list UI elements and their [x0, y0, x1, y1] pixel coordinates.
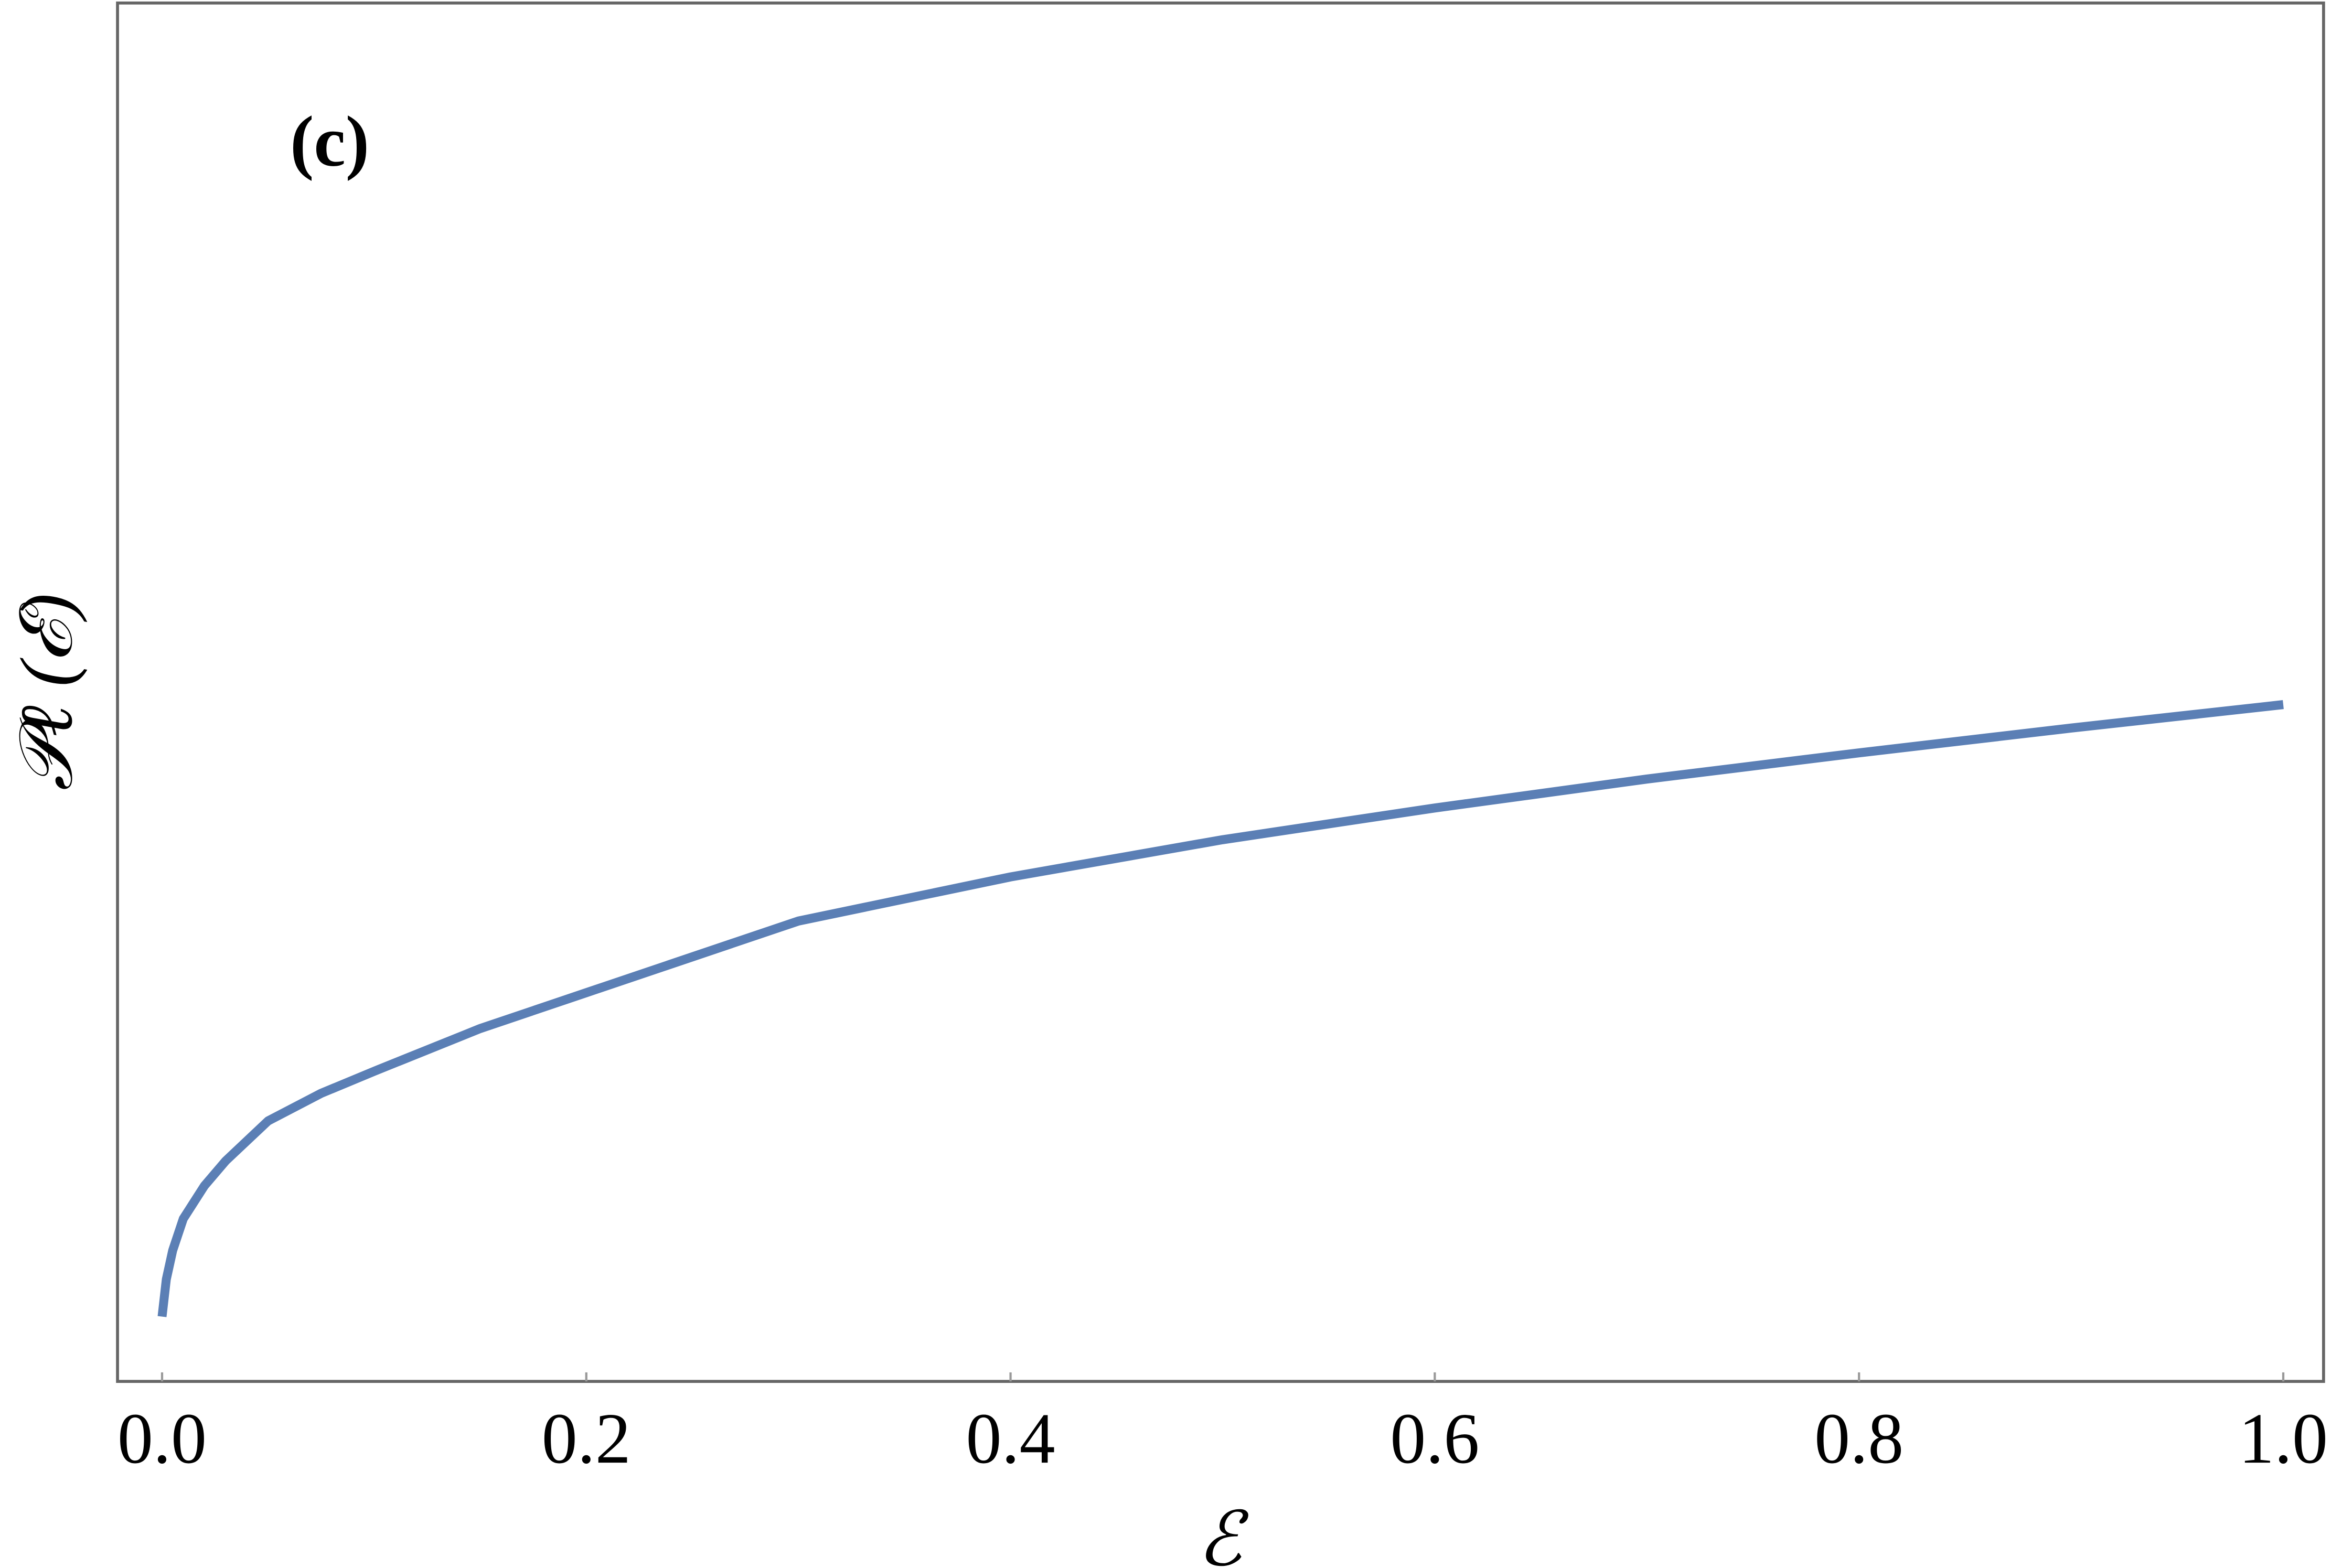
y-axis-label: 𝒫ℓ (ℰ)	[5, 594, 88, 791]
x-tick-label: 1.0	[2239, 1398, 2328, 1478]
panel-label: (c)	[290, 101, 369, 181]
x-tick-label: 0.2	[542, 1398, 631, 1478]
x-tick-label: 0.0	[117, 1398, 207, 1478]
x-axis-label: ℰ	[1197, 1498, 1249, 1568]
data-line	[157, 700, 2284, 1317]
x-tick-label: 0.6	[1390, 1398, 1479, 1478]
x-tick-label: 0.4	[966, 1398, 1055, 1478]
plot-frame	[116, 1, 2325, 1383]
x-tick-label: 0.8	[1814, 1398, 1904, 1478]
